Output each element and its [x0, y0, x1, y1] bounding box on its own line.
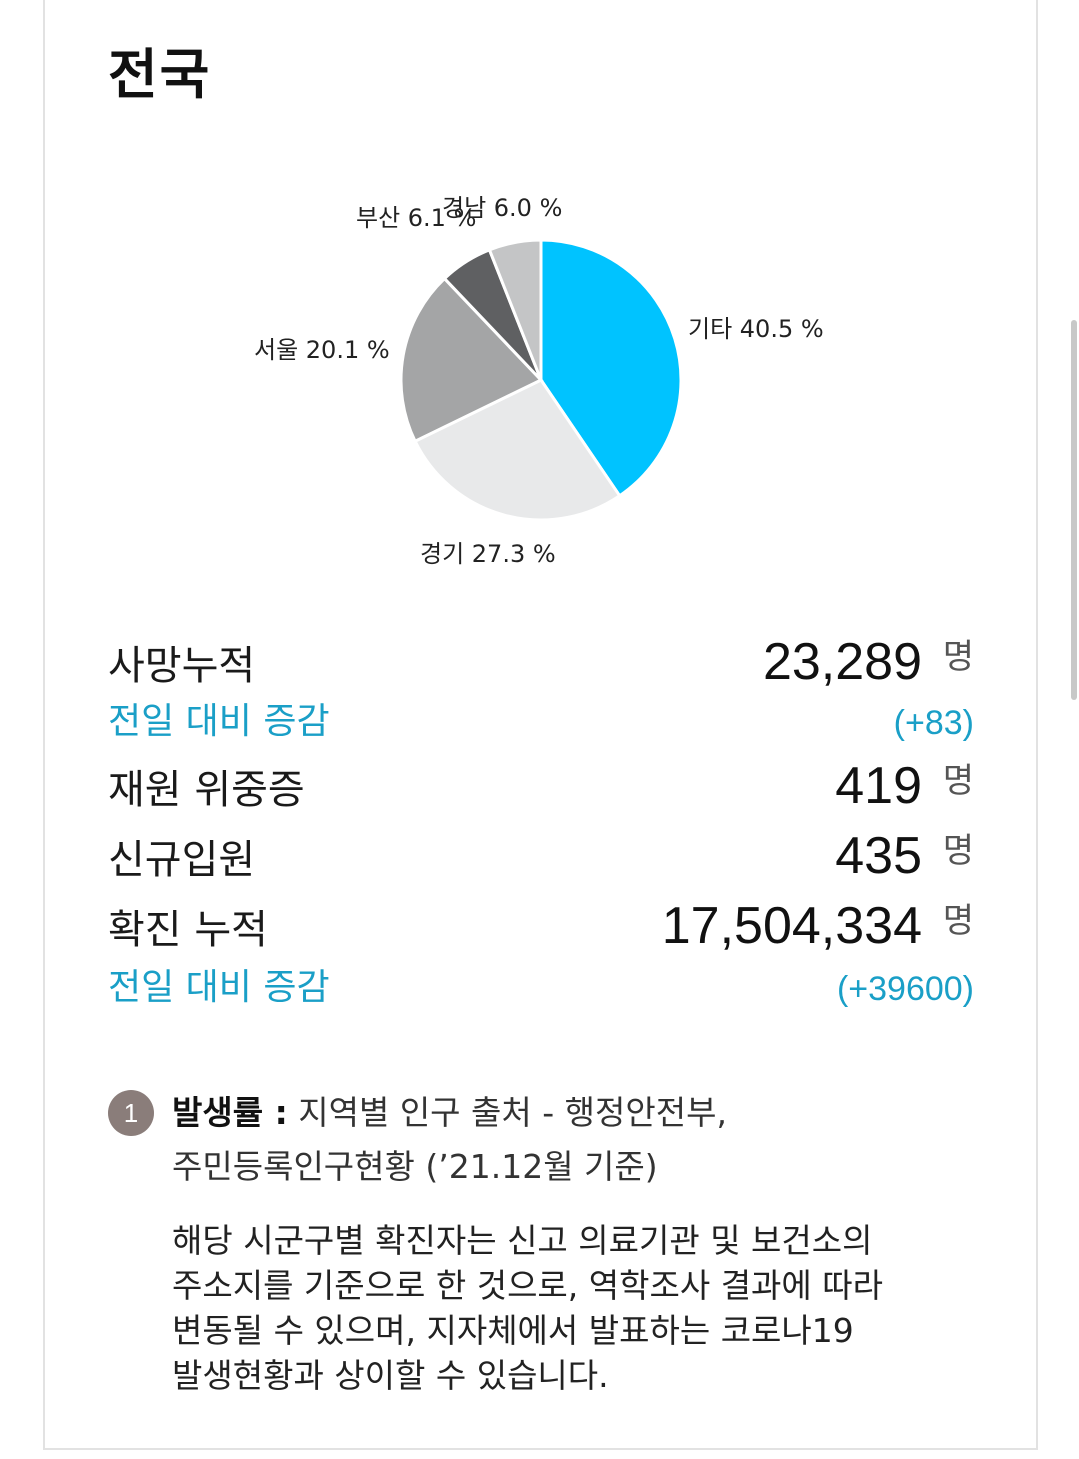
critical-label: 재원 위중증	[108, 767, 305, 813]
deaths-unit: 명	[942, 637, 974, 677]
note-line-2: 주민등록인구현황 (’21.12월 기준)	[172, 1147, 658, 1186]
admissions-label: 신규입원	[108, 837, 256, 883]
note-line-1: 발생률 : 지역별 인구 출처 - 행정안전부,	[172, 1096, 727, 1129]
pie-slice-3	[399, 276, 544, 444]
critical-unit: 명	[942, 761, 974, 801]
admissions-unit: 명	[942, 831, 974, 871]
deaths-delta-row: 전일 대비 증감 (+83)	[108, 704, 976, 748]
note-paragraph-line: 변동될 수 있으며, 지자체에서 발표하는 코로나19	[172, 1311, 854, 1350]
deaths-value: 23,289	[762, 633, 922, 691]
deaths-label: 사망누적	[108, 643, 256, 689]
pie-slice-5	[487, 238, 543, 381]
pie-label-3: 서울 20.1 %	[254, 336, 390, 364]
confirmed-label: 확진 누적	[108, 907, 268, 953]
critical-value: 419	[835, 757, 922, 815]
note-paragraph-line: 주소지를 기준으로 한 것으로, 역학조사 결과에 따라	[172, 1266, 883, 1305]
confirmed-unit: 명	[942, 901, 974, 941]
deaths-delta-value: (+83)	[893, 704, 974, 742]
pie-slice-1	[539, 238, 683, 498]
pie-label-4: 부산 6.1 %	[356, 204, 476, 232]
note-paragraph-line: 발생현황과 상이할 수 있습니다.	[172, 1356, 609, 1395]
scrollbar[interactable]	[1071, 320, 1077, 700]
region-pie-chart: 기타 40.5 % 경기 27.3 % 서울 20.1 % 부산 6.1 %경남 6.…	[254, 194, 824, 568]
note-number-badge: 1	[108, 1090, 154, 1136]
pie-label-5: 경남 6.0 %	[442, 194, 562, 222]
confirmed-row: 확진 누적 17,504,334 명	[108, 896, 976, 956]
note-bold-label: 발생률 :	[172, 1093, 288, 1132]
deaths-row: 사망누적 23,289 명	[108, 632, 976, 692]
pie-slice-2	[413, 378, 622, 522]
confirmed-delta-label: 전일 대비 증감	[108, 967, 330, 1008]
pie-label-1: 기타 40.5 %	[688, 315, 824, 343]
admissions-row: 신규입원 435 명	[108, 826, 976, 886]
page-title: 전국	[108, 43, 212, 106]
pie-label-2: 경기 27.3 %	[420, 540, 556, 568]
confirmed-value: 17,504,334	[661, 897, 922, 955]
note-line-1-text: 지역별 인구 출처 - 행정안전부,	[287, 1093, 727, 1132]
admissions-value: 435	[835, 827, 922, 885]
critical-row: 재원 위중증 419 명	[108, 756, 976, 816]
confirmed-delta-value: (+39600)	[836, 970, 974, 1008]
note-paragraph: 해당 시군구별 확진자는 신고 의료기관 및 보건소의 주소지를 기준으로 한 …	[172, 1218, 962, 1398]
deaths-delta-label: 전일 대비 증감	[108, 701, 330, 742]
note-paragraph-line: 해당 시군구별 확진자는 신고 의료기관 및 보건소의	[172, 1221, 873, 1260]
confirmed-delta-row: 전일 대비 증감 (+39600)	[108, 970, 976, 1014]
